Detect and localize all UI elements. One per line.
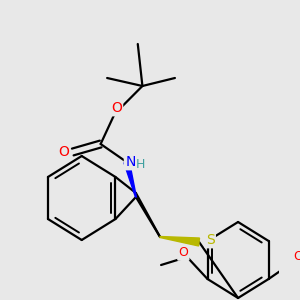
Polygon shape: [124, 161, 136, 197]
Text: H: H: [136, 158, 145, 172]
Text: O: O: [178, 247, 188, 260]
Text: O: O: [111, 101, 122, 115]
Text: N: N: [125, 155, 136, 169]
Text: S: S: [206, 233, 214, 247]
Polygon shape: [160, 236, 200, 246]
Text: O: O: [58, 145, 69, 159]
Text: O: O: [293, 250, 300, 263]
